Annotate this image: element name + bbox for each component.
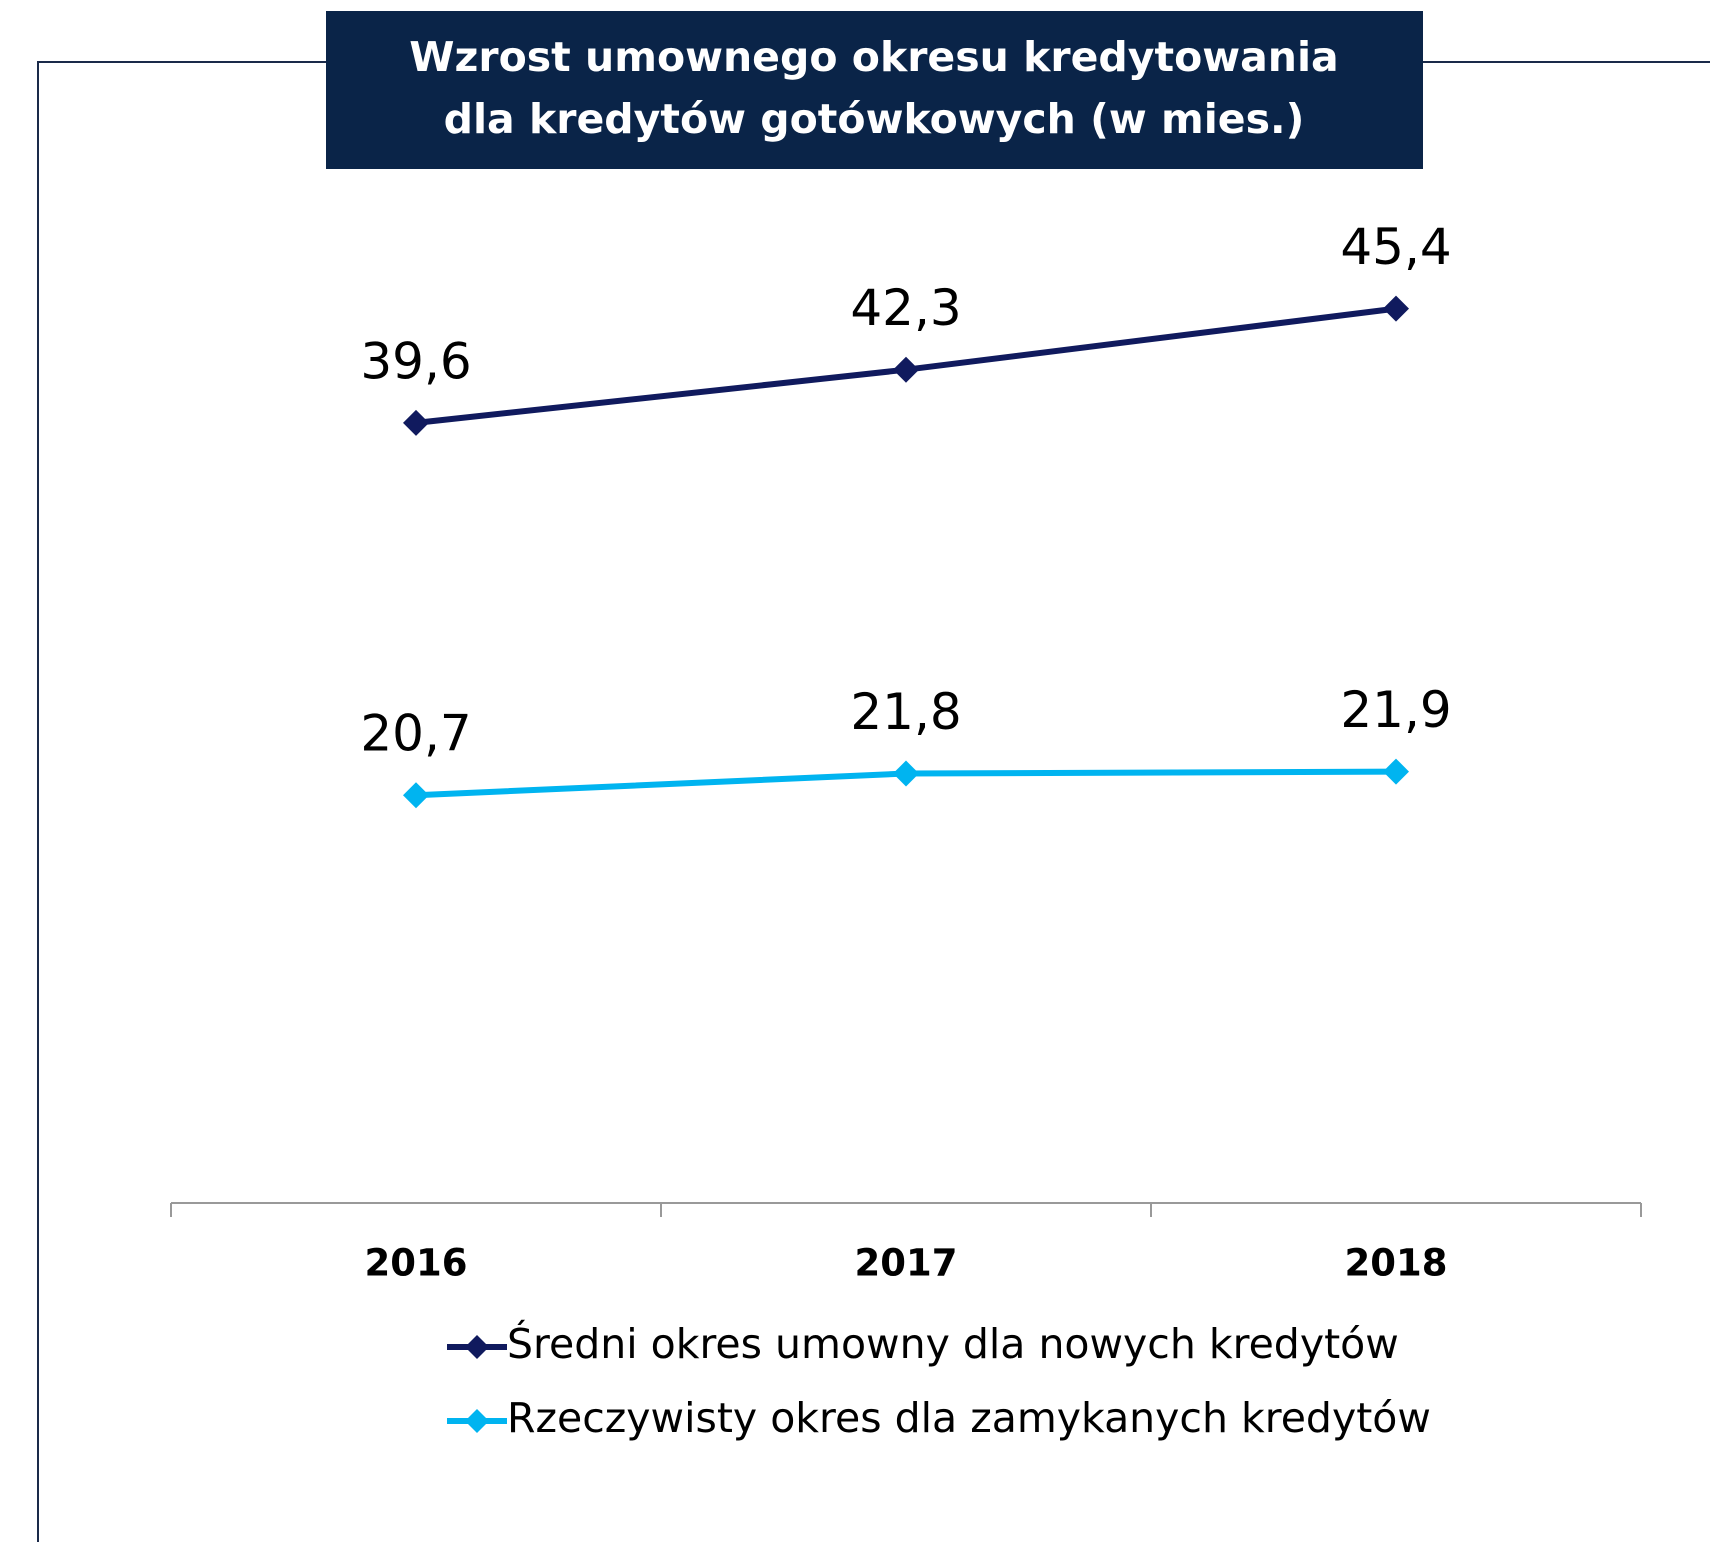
marker [893, 356, 919, 383]
legend-marker [465, 1335, 489, 1359]
legend-marker [465, 1409, 489, 1433]
frame [37, 61, 1710, 1542]
marker [1383, 758, 1409, 785]
x-tick-label: 2016 [365, 1242, 468, 1285]
legend-label: Rzeczywisty okres dla zamykanych kredytó… [507, 1394, 1431, 1442]
marker [403, 409, 429, 436]
marker [1383, 295, 1409, 322]
title-box [326, 11, 1423, 169]
legend-label: Średni okres umowny dla nowych kredytów [507, 1320, 1399, 1368]
x-tick-label: 2018 [1345, 1242, 1448, 1285]
data-label: 21,8 [850, 683, 961, 741]
data-label: 39,6 [360, 332, 471, 390]
data-label: 42,3 [850, 279, 961, 337]
data-label: 45,4 [1340, 218, 1451, 276]
marker [403, 782, 429, 809]
chart-title: Wzrost umownego okresu kredytowania [409, 33, 1338, 81]
data-label: 21,9 [1340, 681, 1451, 739]
x-tick-label: 2017 [855, 1242, 958, 1285]
data-label: 20,7 [360, 705, 471, 763]
marker [893, 760, 919, 787]
chart-title: dla kredytów gotówkowych (w mies.) [444, 95, 1305, 143]
